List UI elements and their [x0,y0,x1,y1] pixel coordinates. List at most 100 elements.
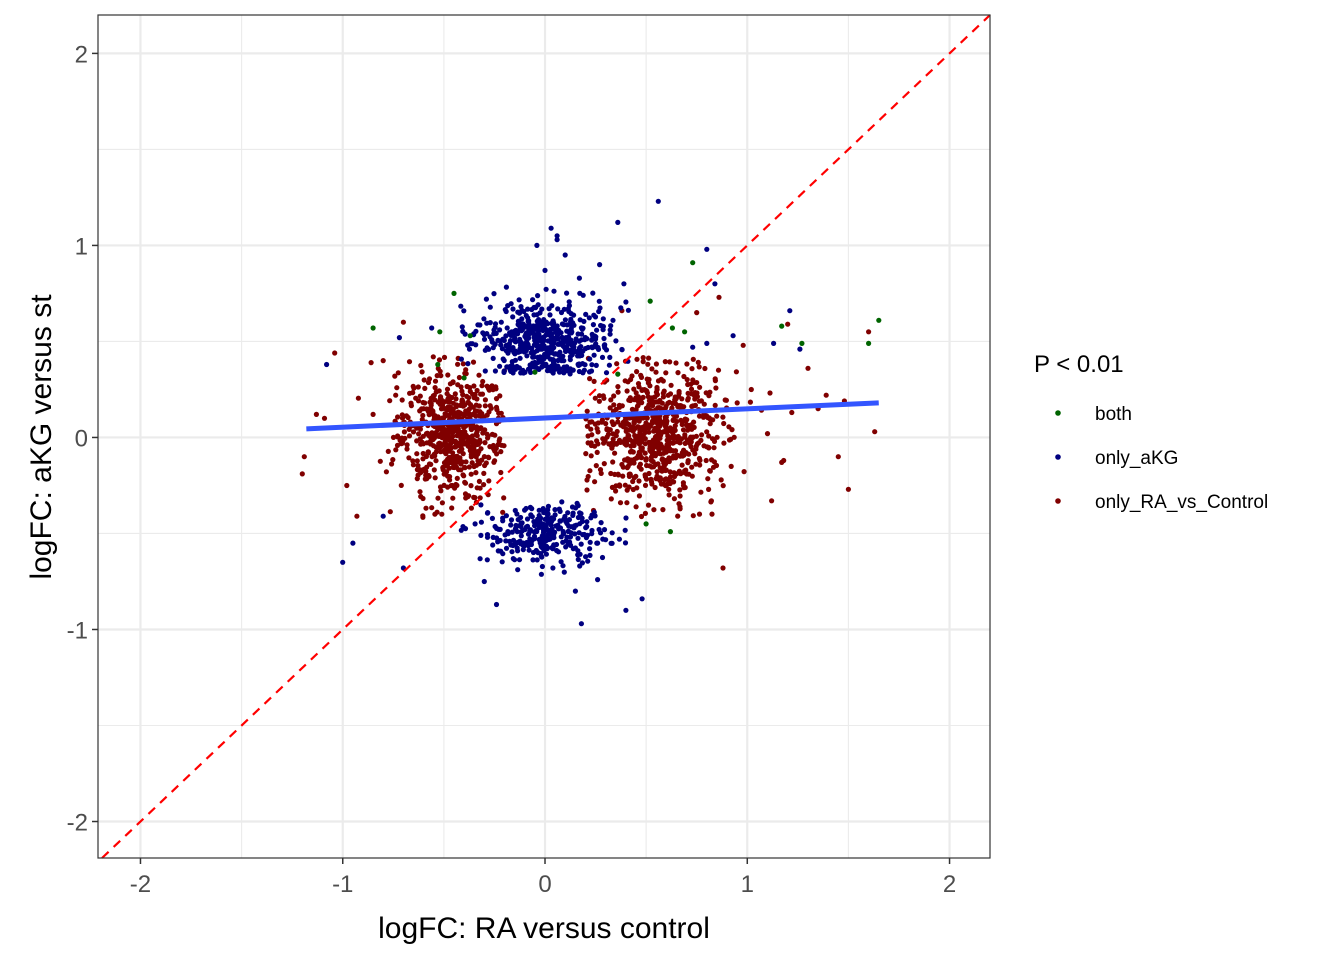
point-only_aKG [596,298,602,304]
point-only_RA_vs_Control [611,393,617,399]
point-only_RA_vs_Control [694,380,700,386]
point-only_RA_vs_Control [623,442,629,448]
point-only_RA_vs_Control [587,468,593,474]
point-only_aKG [565,528,572,535]
point-only_RA_vs_Control [450,450,456,456]
point-only_RA_vs_Control [486,478,492,484]
point-only_RA_vs_Control [444,386,451,392]
point-only_aKG [511,337,517,343]
point-both [866,340,872,346]
point-only_RA_vs_Control [438,395,444,401]
point-only_RA_vs_Control [654,399,660,405]
point-only_aKG [600,316,606,322]
point-only_RA_vs_Control [473,431,479,437]
point-only_aKG [490,534,496,541]
point-only_RA_vs_Control [462,429,468,435]
point-only_RA_vs_Control [657,465,663,471]
point-only_RA_vs_Control [465,399,471,405]
point-only_RA_vs_Control [474,387,480,394]
point-only_aKG [594,327,600,333]
y-tick-label: 2 [75,41,88,68]
point-only_aKG [560,563,566,569]
point-only_aKG [543,286,549,292]
point-only_aKG [493,601,500,608]
point-only_RA_vs_Control [436,357,443,363]
point-only_aKG [622,527,628,533]
point-only_aKG [503,538,509,544]
point-only_aKG [588,515,594,521]
point-only_RA_vs_Control [463,371,469,377]
point-only_aKG [500,515,506,521]
point-only_aKG [484,510,491,516]
point-only_aKG [586,315,592,321]
point-only_RA_vs_Control [417,408,423,414]
point-only_aKG [639,596,645,602]
point-only_RA_vs_Control [453,444,459,450]
point-only_aKG [459,324,465,330]
point-only_aKG [508,332,514,338]
point-only_aKG [518,328,525,334]
point-only_RA_vs_Control [450,406,456,412]
point-only_RA_vs_Control [688,391,695,397]
point-only_RA_vs_Control [493,396,500,402]
point-only_aKG [520,370,527,376]
point-only_RA_vs_Control [664,481,670,487]
point-only_RA_vs_Control [702,365,708,372]
point-only_aKG [532,520,538,527]
point-only_aKG [536,333,542,339]
point-only_aKG [497,338,504,344]
point-only_RA_vs_Control [709,511,715,517]
point-only_aKG [568,326,574,332]
point-only_RA_vs_Control [720,483,726,489]
point-only_aKG [340,559,346,565]
point-only_aKG [472,521,478,527]
point-only_RA_vs_Control [431,392,437,398]
point-only_aKG [600,323,607,330]
point-only_RA_vs_Control [696,413,703,419]
point-only_RA_vs_Control [716,294,722,300]
point-only_aKG [556,506,562,512]
point-only_aKG [477,556,483,562]
point-only_RA_vs_Control [472,408,479,414]
point-only_RA_vs_Control [589,419,595,425]
point-only_RA_vs_Control [654,392,661,398]
point-only_RA_vs_Control [646,439,652,445]
point-only_aKG [590,290,596,296]
point-only_RA_vs_Control [421,466,427,472]
point-only_RA_vs_Control [477,437,483,443]
point-only_RA_vs_Control [614,361,620,367]
point-only_RA_vs_Control [462,479,468,485]
point-only_aKG [771,340,777,346]
point-only_RA_vs_Control [438,406,445,412]
point-only_aKG [487,334,493,340]
point-only_aKG [567,534,574,540]
point-only_RA_vs_Control [468,483,474,489]
point-only_aKG [570,546,576,552]
point-only_RA_vs_Control [690,513,696,519]
plot-panel [97,14,991,859]
point-only_RA_vs_Control [410,458,416,464]
point-only_aKG [516,319,522,325]
point-only_aKG [530,297,536,303]
point-only_RA_vs_Control [639,434,646,440]
point-only_RA_vs_Control [410,429,417,435]
point-only_RA_vs_Control [689,473,695,479]
point-only_RA_vs_Control [670,430,676,436]
point-both [467,333,473,339]
point-only_aKG [615,219,621,225]
point-only_RA_vs_Control [494,407,500,413]
point-only_RA_vs_Control [459,397,465,403]
point-only_RA_vs_Control [399,435,405,441]
point-only_aKG [490,355,496,361]
point-only_aKG [460,524,466,530]
point-only_RA_vs_Control [401,429,407,435]
point-only_aKG [512,351,518,357]
point-only_RA_vs_Control [584,477,590,483]
point-only_RA_vs_Control [661,463,667,469]
point-only_aKG [539,306,545,312]
point-both [435,361,441,368]
point-only_RA_vs_Control [682,468,688,474]
point-only_RA_vs_Control [415,384,421,390]
point-only_RA_vs_Control [368,360,374,366]
point-only_RA_vs_Control [470,359,477,365]
